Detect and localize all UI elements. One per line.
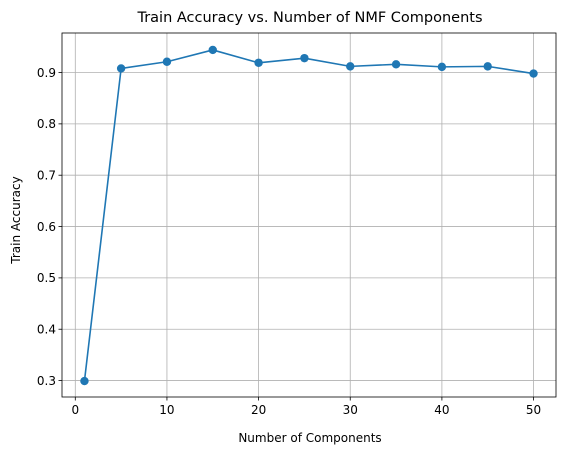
x-tick-label: 10 [159,403,174,417]
plot-frame [61,32,557,398]
grid [62,33,556,397]
x-tick-label: 40 [434,403,449,417]
data-point [529,69,538,78]
x-tick-label: 20 [251,403,266,417]
data-point [162,57,172,66]
y-tick-label: 0.9 [37,66,56,80]
y-tick-label: 0.8 [37,117,56,131]
data-point [391,60,401,69]
data-point [254,58,263,67]
data-point [208,45,217,55]
y-axis-label: Train Accuracy [9,176,23,264]
x-tick-label: 50 [526,403,541,417]
series-group [80,45,538,386]
data-point [483,62,492,71]
y-tick-label: 0.5 [37,271,56,285]
x-axis-ticks: 0 10 20 30 40 50 [71,397,541,417]
y-tick-label: 0.6 [37,220,56,234]
data-point [116,64,126,73]
data-point [80,376,89,386]
x-tick-label: 30 [343,403,358,417]
y-tick-label: 0.4 [37,323,56,337]
chart-title: Train Accuracy vs. Number of NMF Compone… [136,10,482,26]
x-axis-label: Number of Components [238,431,381,445]
y-axis-ticks: 0.3 0.4 0.5 0.6 0.7 0.8 0.9 [37,66,62,388]
x-tick-label: 0 [71,403,79,417]
data-point [300,53,309,63]
data-point [437,62,447,72]
data-point [346,62,355,71]
y-tick-label: 0.3 [37,374,56,388]
y-tick-label: 0.7 [37,169,56,183]
